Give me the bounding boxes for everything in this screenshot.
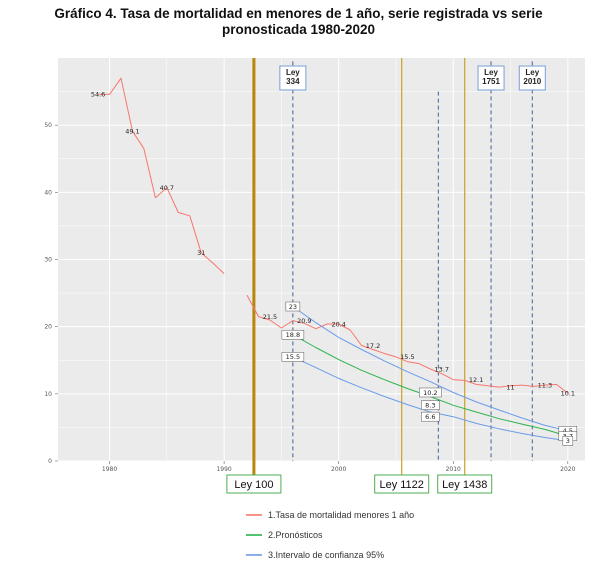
law-label: 334 [286, 77, 300, 86]
data-label: 8.3 [425, 402, 435, 410]
data-label: 10.2 [423, 389, 437, 397]
x-tick-label: 2020 [560, 466, 575, 473]
x-tick-label: 2000 [331, 466, 346, 473]
data-label: 54.6 [91, 91, 105, 99]
y-tick-label: 0 [48, 458, 52, 465]
data-label: 15.5 [400, 353, 414, 361]
data-labels: 54.6 49.1 40.7 31 21.5 20.9 20.4 17.2 15.5 13.7 12… [91, 91, 578, 446]
legend: 1.Tasa de mortalidad menores 1 año 2.Pron… [246, 510, 414, 560]
law-label: Ley [525, 68, 539, 77]
y-tick-label: 50 [44, 122, 52, 129]
law-box-top [279, 65, 307, 91]
x-tick-label: 1980 [102, 466, 117, 473]
law-label: Ley 1122 [379, 479, 423, 491]
legend-label: 2.Pronósticos [268, 530, 323, 540]
data-label-box [421, 411, 440, 422]
y-tick-label: 10 [44, 391, 52, 398]
x-tick-label: 1990 [216, 466, 231, 473]
y-tick-label: 40 [44, 189, 52, 196]
data-label: 10.1 [561, 389, 575, 397]
data-label: 4.5 [563, 427, 573, 435]
chart-title: Gráfico 4. Tasa de mortalidad en menores… [0, 6, 597, 38]
data-label: 20.9 [297, 317, 311, 325]
data-label: 15.5 [286, 353, 300, 361]
data-label: 13.7 [435, 365, 449, 373]
law-label: Ley 100 [234, 479, 273, 491]
data-label: 40.7 [160, 184, 174, 192]
data-label: 31 [197, 249, 205, 257]
legend-label: 3.Intervalo de confianza 95% [268, 550, 384, 560]
data-label-box [419, 387, 442, 398]
law-label: Ley [484, 68, 498, 77]
law-label: Ley 1438 [442, 479, 487, 491]
data-label: 6.6 [425, 413, 435, 421]
data-label-box [281, 329, 305, 340]
data-label-box [562, 436, 574, 446]
law-label: 2010 [523, 77, 541, 86]
data-label: 20.4 [331, 320, 345, 328]
series-line-1 [246, 294, 569, 394]
law-label: 1751 [482, 77, 500, 86]
law-box-top [477, 65, 505, 91]
data-label: 11.3 [538, 381, 552, 389]
y-tick-label: 30 [44, 257, 52, 264]
series-line-1 [98, 77, 225, 274]
legend-label: 1.Tasa de mortalidad menores 1 año [268, 510, 414, 520]
law-box-top [518, 65, 546, 91]
chart-title-line-1: Gráfico 4. Tasa de mortalidad en menores… [54, 6, 543, 21]
axis-ticks: 0 10 20 30 40 50 1980 1990 2000 2010 2020 [44, 122, 575, 473]
series-line-3 [292, 306, 568, 432]
data-label: 3 [566, 437, 570, 445]
law-box-bottom [437, 474, 493, 494]
data-label: 11 [506, 383, 514, 391]
y-tick-label: 20 [44, 324, 52, 331]
data-label: 23 [289, 303, 297, 311]
x-tick-label: 2010 [446, 466, 461, 473]
law-label: Ley [286, 68, 300, 77]
law-box-bottom [374, 474, 430, 494]
chart-title-line-2: pronosticada 1980-2020 [221, 22, 376, 37]
gridlines [58, 58, 585, 462]
data-label: 18.8 [286, 331, 300, 339]
data-label-box [421, 400, 440, 411]
vertical-reference-lines [252, 58, 533, 482]
data-label: 21.5 [263, 313, 277, 321]
data-label: 12.1 [469, 376, 483, 384]
law-box-bottom [226, 474, 282, 494]
data-label-box [285, 301, 301, 312]
data-label-box [281, 352, 305, 362]
data-label: 49.1 [125, 128, 139, 136]
data-label: 17.2 [366, 342, 380, 350]
